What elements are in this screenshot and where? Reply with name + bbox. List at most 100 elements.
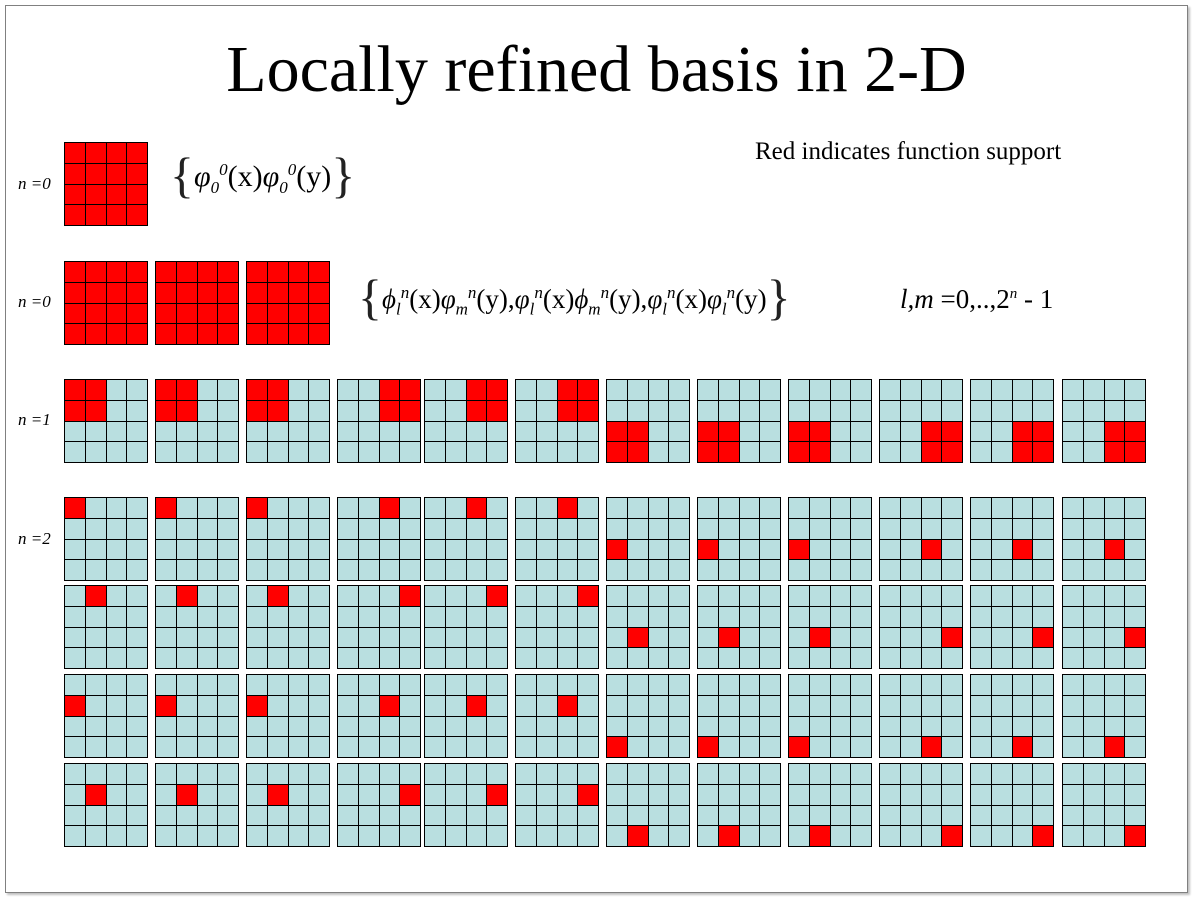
grid-cell bbox=[197, 627, 218, 648]
grid-cell bbox=[288, 442, 309, 462]
grid-cell bbox=[1125, 560, 1145, 580]
grid-cell bbox=[288, 303, 309, 324]
grid-cell bbox=[127, 627, 147, 648]
grid-cell bbox=[358, 695, 379, 716]
grid-cell bbox=[1012, 675, 1033, 695]
grid-cell bbox=[789, 421, 809, 442]
support-grid-level2 bbox=[970, 763, 1054, 847]
grid-cell bbox=[991, 421, 1012, 442]
grid-cell bbox=[127, 143, 147, 163]
grid-cell bbox=[338, 586, 358, 606]
grid-cell bbox=[106, 560, 127, 580]
grid-cell bbox=[648, 539, 669, 560]
grid-cell bbox=[991, 400, 1012, 421]
grid-cell bbox=[176, 826, 197, 846]
grid-cell bbox=[851, 764, 871, 784]
grid-cell bbox=[127, 695, 147, 716]
grid-cell bbox=[65, 648, 85, 668]
grid-cell bbox=[65, 606, 85, 627]
grid-cell bbox=[1063, 498, 1083, 518]
grid-cell bbox=[1125, 784, 1145, 805]
grid-cell bbox=[760, 586, 780, 606]
grid-cell bbox=[627, 675, 648, 695]
grid-cell bbox=[830, 627, 851, 648]
grid-cell bbox=[900, 737, 921, 757]
grid-cell bbox=[338, 805, 358, 826]
grid-cell bbox=[648, 826, 669, 846]
grid-cell bbox=[358, 586, 379, 606]
grid-cell bbox=[830, 764, 851, 784]
grid-cell bbox=[1063, 627, 1083, 648]
grid-cell bbox=[379, 560, 400, 580]
grid-cell bbox=[247, 675, 267, 695]
grid-cell bbox=[156, 380, 176, 400]
grid-cell bbox=[1012, 442, 1033, 462]
formula-subscript: l bbox=[529, 299, 535, 319]
grid-cell bbox=[851, 421, 871, 442]
grid-cell bbox=[1063, 764, 1083, 784]
grid-cell bbox=[1012, 400, 1033, 421]
grid-cell bbox=[85, 400, 106, 421]
grid-cell bbox=[739, 442, 760, 462]
condition-equals: =0,..,2 bbox=[933, 284, 1010, 314]
grid-cell bbox=[338, 826, 358, 846]
grid-cell bbox=[789, 675, 809, 695]
grid-cell bbox=[789, 442, 809, 462]
grid-cell bbox=[880, 586, 900, 606]
grid-cell bbox=[127, 737, 147, 757]
grid-cell bbox=[445, 805, 466, 826]
grid-cell bbox=[1033, 380, 1053, 400]
grid-cell bbox=[338, 400, 358, 421]
grid-cell bbox=[288, 380, 309, 400]
grid-cell bbox=[197, 539, 218, 560]
grid-cell bbox=[85, 303, 106, 324]
formula-subscript: l bbox=[721, 299, 727, 319]
condition-tail: - 1 bbox=[1017, 284, 1054, 314]
grid-cell bbox=[425, 400, 445, 421]
grid-cell bbox=[648, 380, 669, 400]
grid-cell bbox=[358, 606, 379, 627]
grid-cell bbox=[247, 764, 267, 784]
grid-cell bbox=[607, 805, 627, 826]
grid-cell bbox=[379, 400, 400, 421]
grid-cell bbox=[880, 826, 900, 846]
grid-cell bbox=[197, 442, 218, 462]
grid-cell bbox=[487, 695, 507, 716]
grid-cell bbox=[698, 784, 718, 805]
grid-cell bbox=[627, 784, 648, 805]
grid-cell bbox=[176, 539, 197, 560]
grid-cell bbox=[267, 606, 288, 627]
grid-cell bbox=[247, 784, 267, 805]
grid-cell bbox=[379, 805, 400, 826]
grid-cell bbox=[288, 675, 309, 695]
support-grid-level2 bbox=[970, 497, 1054, 581]
grid-cell bbox=[900, 539, 921, 560]
grid-cell bbox=[445, 518, 466, 539]
grid-cell bbox=[197, 716, 218, 737]
grid-cell bbox=[445, 648, 466, 668]
grid-cell bbox=[698, 648, 718, 668]
grid-cell bbox=[127, 262, 147, 282]
grid-cell bbox=[516, 648, 536, 668]
grid-cell bbox=[1104, 539, 1125, 560]
support-grid-level2 bbox=[64, 585, 148, 669]
grid-cell bbox=[971, 400, 991, 421]
support-grid-level2 bbox=[64, 674, 148, 758]
grid-cell bbox=[1104, 737, 1125, 757]
grid-cell bbox=[466, 627, 487, 648]
grid-cell bbox=[487, 648, 507, 668]
grid-cell bbox=[127, 826, 147, 846]
grid-cell bbox=[942, 695, 962, 716]
support-grid-level2 bbox=[246, 497, 330, 581]
grid-cell bbox=[971, 421, 991, 442]
grid-cell bbox=[1033, 627, 1053, 648]
grid-cell bbox=[1083, 716, 1104, 737]
grid-cell bbox=[557, 380, 578, 400]
grid-cell bbox=[358, 764, 379, 784]
grid-cell bbox=[789, 784, 809, 805]
support-grid-level2 bbox=[697, 497, 781, 581]
grid-cell bbox=[942, 826, 962, 846]
support-grid-level1 bbox=[64, 379, 148, 463]
grid-cell bbox=[425, 442, 445, 462]
grid-cell bbox=[267, 627, 288, 648]
